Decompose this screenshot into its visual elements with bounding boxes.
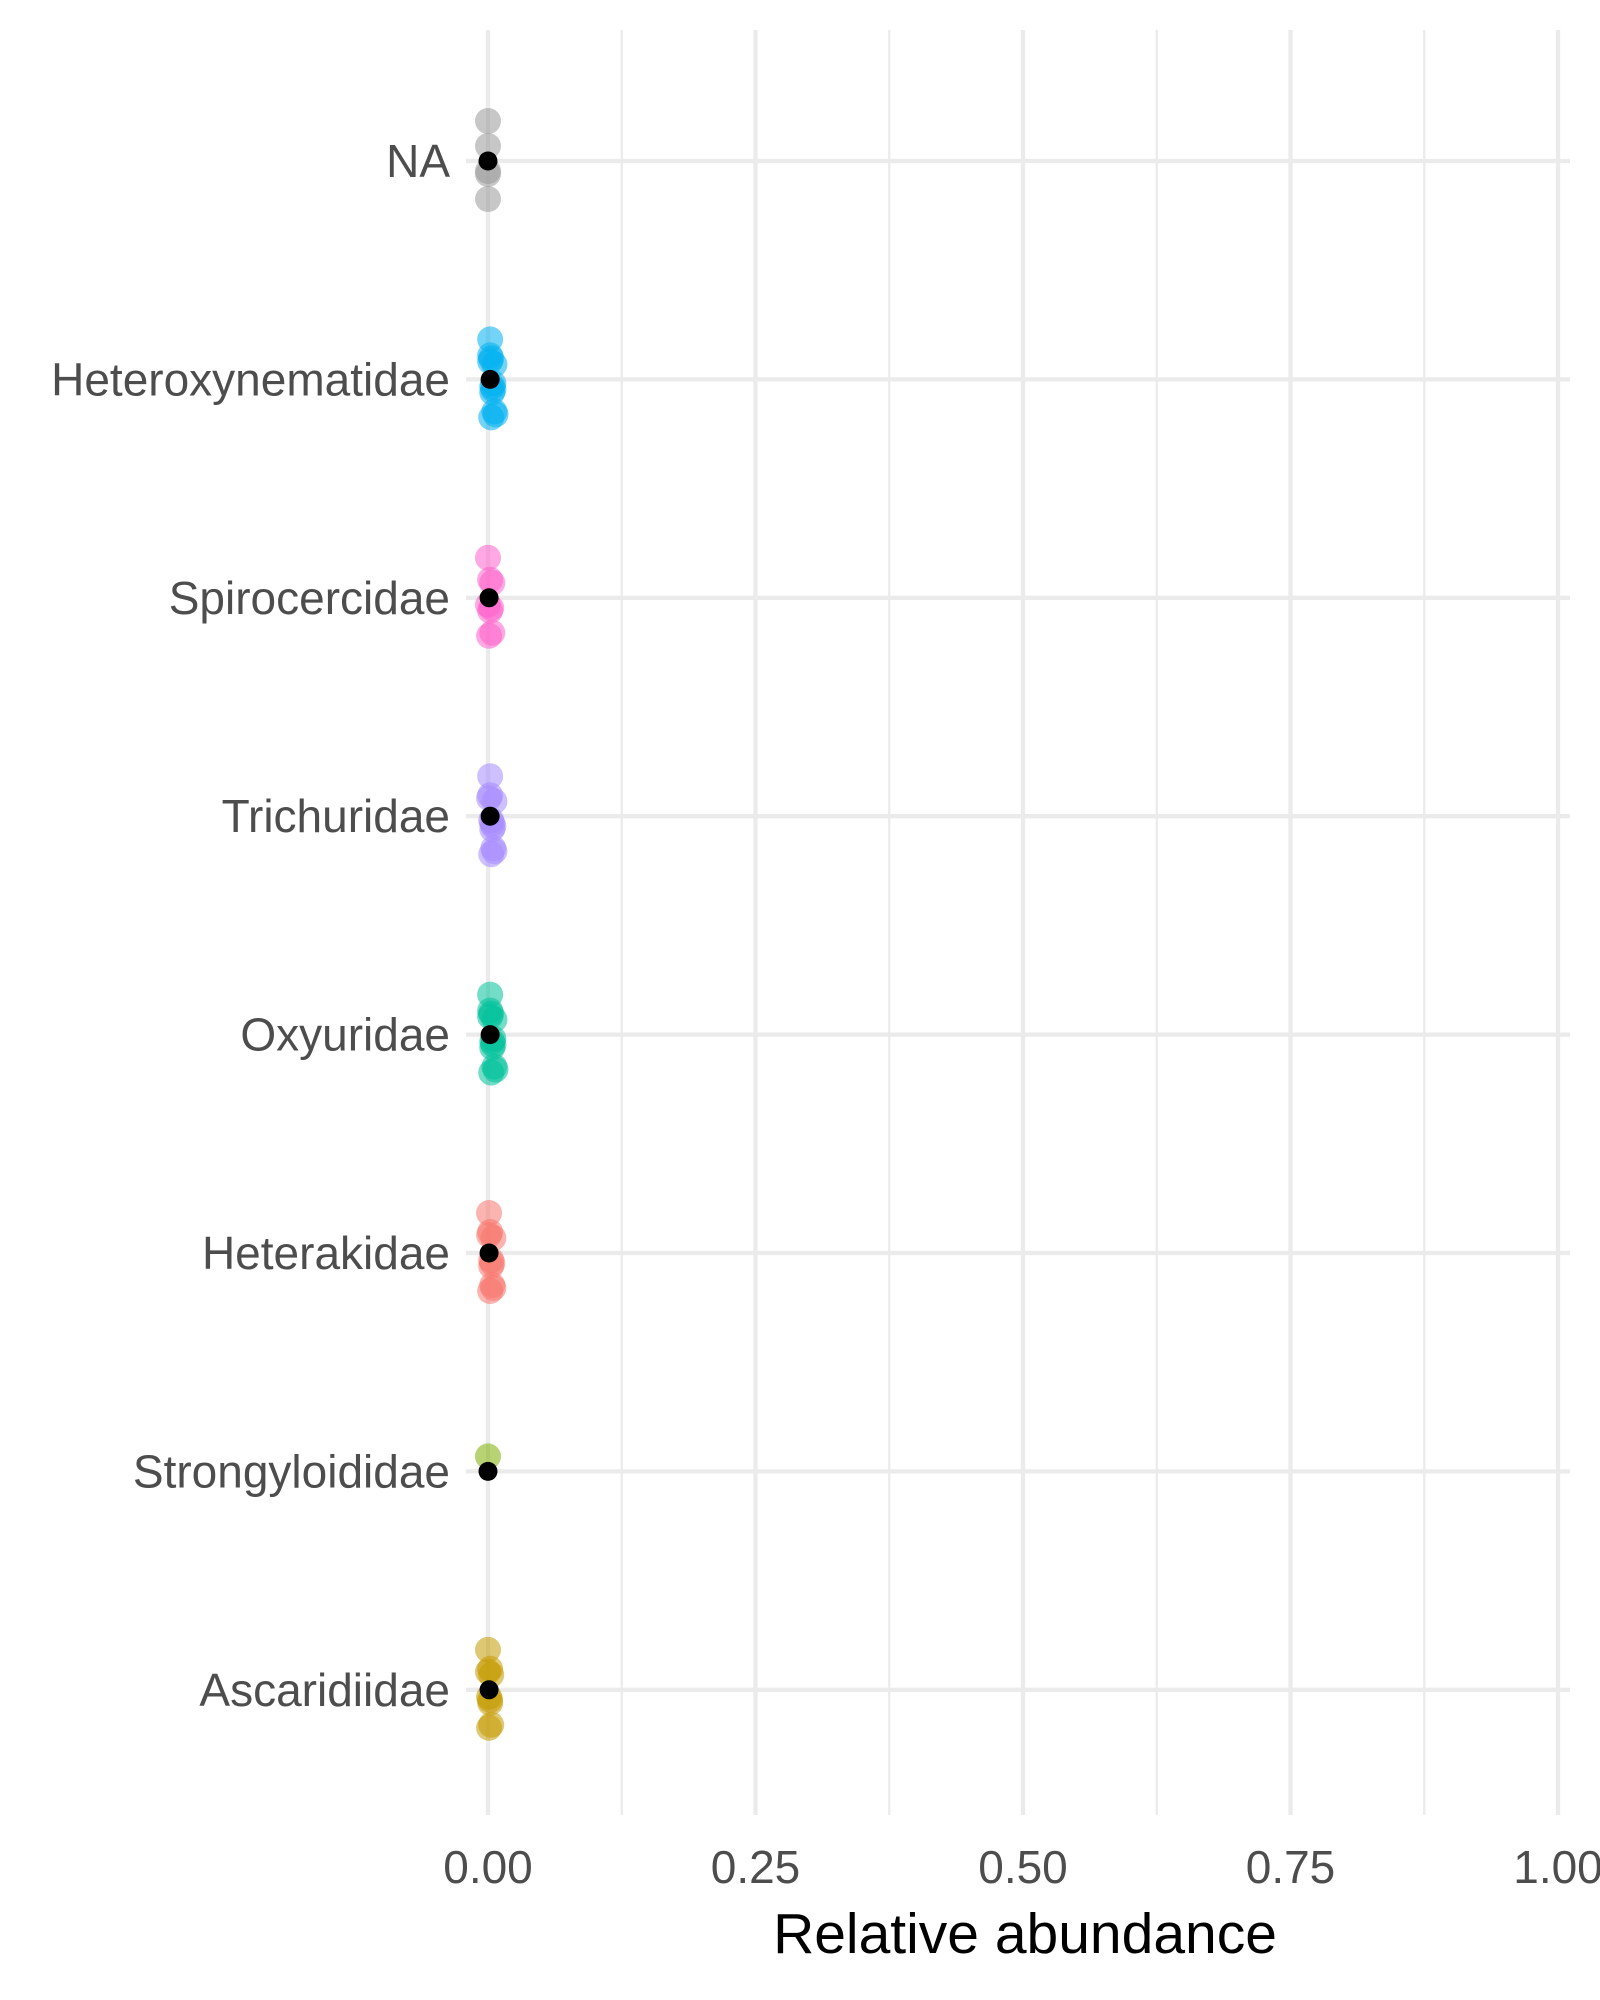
data-point bbox=[475, 133, 501, 159]
data-point bbox=[477, 763, 504, 790]
category-label: Trichuridae bbox=[222, 790, 450, 842]
mean-point bbox=[479, 1243, 499, 1263]
data-point bbox=[479, 619, 506, 646]
category-label: Strongyloididae bbox=[133, 1445, 450, 1497]
x-tick-label: 0.75 bbox=[1246, 1841, 1336, 1893]
mean-points bbox=[478, 151, 500, 1700]
data-point bbox=[475, 108, 501, 134]
data-point bbox=[475, 186, 501, 212]
data-point bbox=[480, 835, 507, 862]
x-axis-title: Relative abundance bbox=[773, 1902, 1277, 1966]
mean-point bbox=[478, 1461, 498, 1481]
data-point bbox=[479, 1272, 506, 1298]
mean-point bbox=[479, 588, 499, 608]
mean-point bbox=[478, 151, 498, 171]
data-point bbox=[477, 782, 504, 809]
category-labels: NA Heteroxynematidae Spirocercidae Trichuri… bbox=[51, 135, 450, 1716]
category-label: Heterakidae bbox=[202, 1227, 450, 1279]
data-point bbox=[477, 342, 504, 369]
category-label: Oxyuridae bbox=[240, 1009, 450, 1061]
x-tick-label: 0.50 bbox=[978, 1841, 1068, 1893]
mean-point bbox=[480, 806, 500, 826]
category-label: Spirocercidae bbox=[169, 572, 450, 624]
data-point bbox=[481, 1053, 508, 1080]
grid bbox=[466, 30, 1570, 1815]
data-point bbox=[477, 1219, 504, 1245]
x-tick-label: 0.25 bbox=[711, 1841, 801, 1893]
x-tick-labels: 0.00 0.25 0.50 0.75 1.00 bbox=[443, 1841, 1600, 1893]
data-point bbox=[477, 1655, 504, 1682]
mean-point bbox=[479, 1680, 499, 1700]
data-point bbox=[476, 1200, 503, 1226]
data-points bbox=[475, 108, 509, 1741]
data-point bbox=[475, 544, 501, 571]
data-point bbox=[477, 997, 504, 1024]
x-tick-label: 1.00 bbox=[1513, 1841, 1600, 1893]
category-label: Ascaridiidae bbox=[199, 1664, 450, 1716]
category-label: NA bbox=[386, 135, 450, 187]
x-tick-label: 0.00 bbox=[443, 1841, 533, 1893]
data-point bbox=[477, 566, 504, 593]
mean-point bbox=[480, 369, 500, 389]
data-point bbox=[481, 398, 508, 425]
data-point bbox=[475, 1443, 501, 1470]
data-point bbox=[475, 1636, 501, 1663]
data-point bbox=[478, 1711, 505, 1738]
category-label: Heteroxynematidae bbox=[51, 353, 450, 405]
mean-point bbox=[480, 1025, 500, 1045]
